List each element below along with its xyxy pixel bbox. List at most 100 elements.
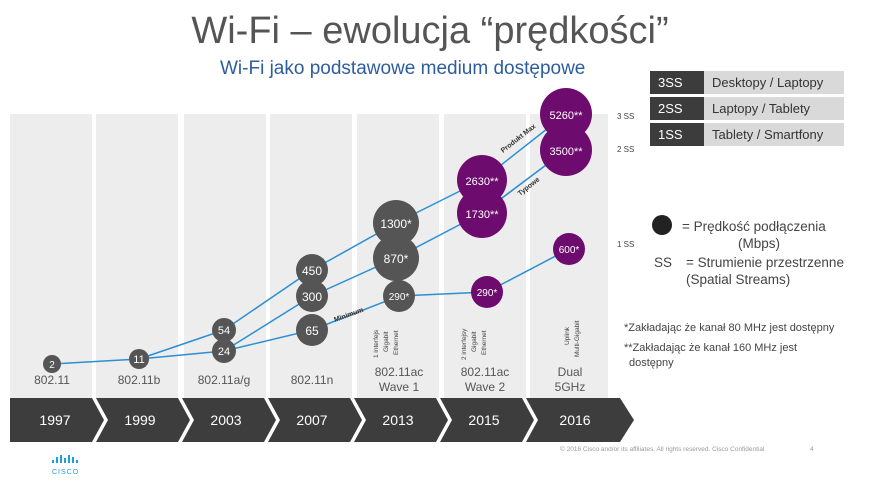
page-number: 4: [810, 446, 814, 453]
vlabel-w1: 1 interfejs: [373, 329, 380, 358]
timeline-segment: [526, 398, 634, 442]
circle-w2-1730: [457, 188, 507, 238]
speed-value: 3500**: [549, 146, 583, 158]
timeline-segment: [354, 398, 448, 442]
circle-w1-290: [383, 280, 415, 312]
ss-axis-2: 2 SS: [617, 145, 634, 154]
slide-subtitle: Wi-Fi jako podstawowe medium dostępowe: [220, 58, 586, 79]
table-row: 2SS Laptopy / Tablety: [650, 97, 844, 120]
speed-value: 1730**: [465, 209, 499, 221]
line-24-300: [223, 295, 313, 352]
timeline-segment: [268, 398, 362, 442]
speed-value: 65: [305, 324, 319, 338]
legend-ss-text-1: = Strumienie przestrzenne: [686, 255, 844, 270]
ss-value: Desktopy / Laptopy: [704, 71, 844, 94]
year-label: 2003: [210, 412, 241, 428]
ss-key: 2SS: [650, 97, 704, 120]
label-produkt-max: Produkt Max: [500, 123, 537, 154]
cisco-logo: CISCO: [52, 452, 82, 476]
speed-value: 2630**: [465, 176, 499, 188]
speed-value: 2: [49, 360, 55, 371]
vlabel-dual: Multi-Gigabit: [574, 320, 581, 357]
label-minimum: Minimum: [333, 307, 364, 324]
line-54-450: [223, 269, 313, 331]
vlabel-w1: Ethernet: [393, 330, 400, 355]
circle-dual-600: [553, 233, 585, 265]
year-label: 2016: [559, 412, 590, 428]
speed-value: 290*: [477, 288, 498, 299]
vlabel-w2: Gigabit: [471, 331, 478, 352]
spatial-streams-table: 3SS Desktopy / Laptopy 2SS Laptopy / Tab…: [650, 68, 844, 149]
column-bg: [10, 114, 92, 398]
ss-value: Tablety / Smartfony: [704, 123, 844, 146]
note-80mhz: *Zakładając że kanał 80 MHz jest dostępn…: [624, 322, 835, 334]
legend-circle-text-1: = Prędkość podłączenia: [682, 219, 826, 234]
standard-label: 802.11n: [291, 373, 334, 387]
timeline-segment: [10, 398, 104, 442]
circle-80211: [43, 355, 61, 373]
year-label: 2015: [468, 412, 499, 428]
speed-value: 11: [133, 354, 144, 366]
legend-circle-text-2: (Mbps): [738, 236, 781, 251]
speed-value: 300: [302, 290, 322, 304]
circle-n-65: [296, 314, 328, 346]
standard-label-2: 5GHz: [555, 380, 586, 394]
circle-w2-290: [471, 276, 503, 308]
speed-value: 870*: [384, 252, 409, 266]
circle-dual-3500: [540, 124, 592, 176]
standard-label: 802.11b: [118, 373, 161, 387]
year-label: 1999: [124, 412, 155, 428]
circle-ag-24: [212, 339, 236, 363]
year-label: 2007: [296, 412, 327, 428]
note-160mhz: **Zakładając że kanał 160 MHz jest: [624, 342, 798, 354]
ss-axis-3: 3 SS: [617, 112, 634, 121]
line-11-54: [138, 329, 225, 360]
legend-ss-key: SS: [654, 255, 673, 270]
table-row: 3SS Desktopy / Laptopy: [650, 71, 844, 94]
standard-label: 802.11ac: [461, 365, 510, 379]
speed-value: 54: [218, 325, 230, 337]
ss-key: 1SS: [650, 123, 704, 146]
standard-label: Dual: [558, 365, 583, 379]
standard-label-2: Wave 1: [379, 380, 420, 394]
standard-label: 802.11ac: [375, 365, 424, 379]
timeline-segment: [96, 398, 190, 442]
legend-ss-text-2: (Spatial Streams): [686, 272, 791, 287]
speed-value: 450: [302, 264, 322, 278]
standard-label-2: Wave 2: [465, 380, 506, 394]
cisco-logo-text: CISCO: [52, 469, 80, 476]
vlabel-dual: Uplink: [564, 326, 571, 345]
note-160mhz-cont: dostępny: [629, 357, 674, 369]
ss-key: 3SS: [650, 71, 704, 94]
legend-circle-icon: [652, 215, 672, 235]
year-label: 2013: [382, 412, 413, 428]
circle-w1-1300: [373, 200, 419, 246]
speed-value: 24: [218, 346, 230, 358]
timeline-segment: [440, 398, 534, 442]
ss-value: Laptopy / Tablety: [704, 97, 844, 120]
circle-n-300: [296, 280, 328, 312]
slide-title: Wi-Fi – ewolucja “prędkości”: [191, 10, 669, 52]
timeline-segment: [182, 398, 276, 442]
table-row: 1SS Tablety / Smartfony: [650, 123, 844, 146]
speed-value: 1300*: [380, 217, 412, 231]
timeline: [10, 398, 634, 442]
standard-label: 802.11a/g: [198, 373, 251, 387]
line-11-24: [138, 350, 225, 360]
vlabel-w2: 2 interfejsy: [461, 328, 468, 360]
label-typowe: Typowe: [517, 176, 542, 197]
standard-label: 802.11: [34, 373, 70, 387]
vlabel-w1: Gigabit: [383, 331, 390, 352]
circle-w1-870: [373, 235, 419, 281]
speed-value: 600*: [559, 245, 580, 256]
speed-value: 290*: [389, 292, 410, 303]
footer-copyright: © 2016 Cisco and/or its affiliates. All …: [560, 446, 765, 453]
circle-n-450: [296, 254, 328, 286]
circle-ag-54: [212, 318, 236, 342]
cisco-bars-icon: [52, 455, 78, 463]
circle-dual-5260: [540, 88, 592, 140]
circle-80211b: [129, 349, 149, 369]
speed-value: 5260**: [549, 110, 583, 122]
